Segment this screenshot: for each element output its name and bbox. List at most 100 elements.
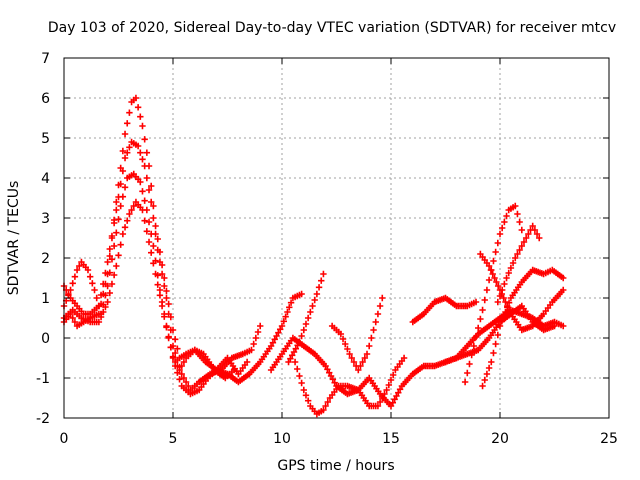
y-tick-label: -2 [36, 411, 50, 427]
data-point [315, 284, 323, 291]
data-point [108, 232, 116, 240]
data-point [139, 188, 146, 195]
data-point [280, 318, 288, 325]
data-point [102, 292, 109, 299]
data-point [106, 245, 113, 253]
data-point [327, 372, 335, 380]
data-point [254, 328, 262, 336]
data-point [286, 304, 293, 311]
data-point [69, 280, 76, 287]
data-point [141, 136, 148, 143]
data-point [124, 217, 131, 224]
data-point [529, 222, 536, 230]
data-point [494, 239, 502, 247]
data-point [516, 246, 523, 254]
data-point [509, 259, 517, 267]
data-point [163, 324, 170, 331]
data-point [287, 299, 295, 306]
data-point [169, 353, 177, 360]
data-point [171, 336, 179, 343]
data-point [383, 386, 390, 394]
data-point [322, 402, 329, 410]
data-point [141, 162, 148, 170]
y-tick-label: -1 [36, 371, 50, 387]
data-point [339, 335, 347, 343]
data-point [150, 242, 157, 250]
data-point [154, 235, 161, 243]
data-point [490, 257, 497, 265]
data-point [180, 374, 188, 382]
data-point [148, 182, 155, 190]
data-point [106, 269, 113, 276]
data-point [337, 330, 345, 338]
y-tick-label: 4 [41, 171, 50, 187]
data-point [298, 379, 305, 387]
data-point [167, 344, 175, 351]
x-tick-label: 20 [491, 431, 509, 447]
y-tick-label: 7 [41, 51, 50, 67]
y-tick-label: 2 [41, 251, 50, 267]
data-point [296, 338, 303, 346]
data-point [368, 334, 375, 342]
data-point [86, 273, 94, 280]
data-point [302, 392, 310, 399]
data-point [342, 340, 349, 348]
data-point [180, 358, 188, 366]
data-point [331, 379, 338, 386]
data-point [514, 250, 521, 258]
data-point [174, 345, 181, 352]
data-point [291, 358, 299, 366]
data-point [156, 258, 164, 266]
data-point [161, 282, 168, 290]
data-point [117, 202, 124, 210]
data-point [491, 274, 498, 282]
data-point [134, 104, 142, 111]
data-point [69, 314, 76, 322]
data-point [145, 238, 153, 246]
y-tick-label: 5 [41, 131, 50, 147]
data-point [250, 340, 257, 348]
x-tick-label: 10 [273, 431, 291, 447]
data-point [300, 326, 307, 334]
data-point [163, 287, 170, 295]
data-point [536, 234, 543, 242]
data-point [363, 350, 371, 358]
data-point [522, 234, 530, 242]
data-point [292, 345, 300, 352]
data-point [115, 252, 122, 259]
data-point [359, 358, 366, 366]
data-point [139, 122, 146, 130]
data-point [248, 346, 255, 354]
data-point [520, 238, 528, 246]
data-point [551, 322, 558, 330]
data-point [318, 277, 325, 284]
data-point [143, 228, 151, 235]
data-point [84, 266, 92, 274]
data-point [370, 326, 377, 334]
data-point [472, 333, 480, 341]
data-point [466, 360, 473, 368]
data-point [167, 326, 175, 334]
x-tick-label: 0 [60, 431, 69, 447]
data-point [148, 198, 155, 206]
data-point [307, 308, 314, 316]
data-point [324, 366, 331, 373]
data-point [361, 354, 369, 362]
data-point [379, 394, 386, 402]
data-point [329, 376, 337, 383]
data-point [273, 332, 280, 340]
data-point [257, 322, 264, 330]
data-point [119, 167, 127, 175]
data-point [148, 230, 155, 238]
data-point [400, 354, 408, 362]
data-point [326, 369, 333, 376]
data-point [110, 219, 118, 227]
data-point [298, 290, 305, 298]
data-point [320, 270, 327, 278]
data-point [501, 280, 508, 288]
data-point [152, 222, 159, 230]
data-point [385, 381, 393, 389]
data-point [376, 302, 384, 310]
series-3 [60, 198, 305, 398]
x-tick-label: 5 [169, 431, 178, 447]
